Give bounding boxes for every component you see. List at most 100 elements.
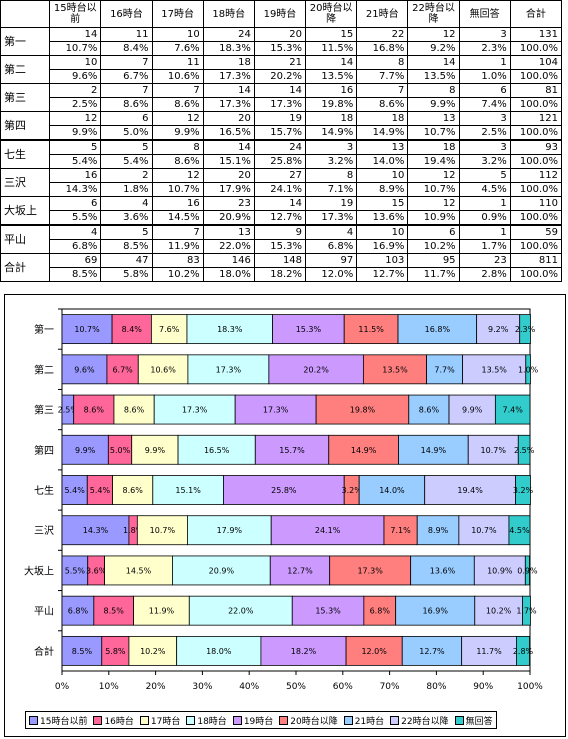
percent-cell: 14.5%	[151, 210, 204, 226]
bar-segment	[426, 354, 464, 385]
percent-cell: 12.0%	[305, 267, 358, 282]
x-tick-label: 50%	[286, 682, 306, 692]
percent-cell: 100.0%	[509, 125, 563, 141]
bar-segment	[516, 635, 530, 666]
column-header: 16時台	[100, 0, 153, 28]
count-cell: 146	[202, 253, 255, 268]
data-label: 10.7%	[471, 526, 497, 535]
data-label: 13.6%	[430, 566, 456, 575]
bar-segment	[136, 515, 188, 546]
percent-cell: 15.1%	[202, 154, 255, 169]
data-label: 10.7%	[481, 446, 507, 455]
data-label: 15.3%	[315, 607, 341, 616]
table-row: 5.4% 5.4% 8.6% 15.1% 25.8% 3.2% 14.0% 19.4% 3.2%…	[1, 154, 563, 169]
category-label: 平山	[34, 606, 54, 618]
bar-segment	[73, 394, 115, 425]
percent-cell: 7.7%	[356, 69, 409, 84]
percent-cell: 11.7%	[407, 267, 460, 282]
count-cell: 8	[305, 168, 358, 183]
data-label: 13.5%	[382, 365, 408, 374]
count-cell: 20	[202, 168, 255, 183]
legend-swatch	[186, 715, 196, 725]
count-cell: 112	[509, 168, 563, 183]
bar-segment	[358, 475, 426, 505]
percent-cell: 14.3%	[49, 182, 102, 197]
data-label: 5.5%	[65, 566, 86, 575]
percent-cell: 2.3%	[458, 41, 511, 56]
data-label: 5.4%	[64, 486, 85, 495]
bar-segment	[363, 595, 397, 626]
count-cell: 131	[509, 27, 563, 42]
percent-cell: 20.2%	[253, 69, 307, 84]
data-label: 16.5%	[204, 446, 230, 455]
table-row: 6.8% 8.5% 11.9% 22.0% 15.3% 6.8% 16.9% 10.2% 1.7…	[1, 239, 563, 254]
x-tick-label: 30%	[192, 682, 212, 692]
data-label: 18.0%	[206, 647, 232, 656]
count-cell: 5	[100, 139, 153, 155]
data-label: 5.0%	[110, 446, 131, 455]
percent-cell: 13.5%	[305, 69, 358, 84]
table-row: 七生 5 5 8 14 24 3 13 18 3 93	[0, 139, 563, 169]
count-cell: 16	[305, 83, 358, 98]
bar-segment	[270, 515, 385, 546]
percent-cell: 10.2%	[151, 267, 204, 282]
count-cell: 20	[253, 27, 307, 42]
data-label: 8.6%	[419, 406, 440, 415]
bar-segment	[508, 515, 531, 546]
percent-cell: 13.5%	[407, 69, 460, 84]
percent-cell: 4.5%	[458, 182, 511, 197]
count-cell: 10	[356, 224, 409, 240]
legend-item: 18時台	[186, 714, 227, 727]
percent-cell: 6.8%	[49, 239, 102, 254]
percent-cell: 100.0%	[509, 182, 563, 197]
count-cell: 13	[407, 111, 460, 126]
percent-cell: 14.9%	[305, 125, 358, 141]
count-cell: 3	[305, 139, 358, 155]
data-label: 15.1%	[175, 486, 201, 495]
category-label: 三沢	[34, 524, 54, 537]
data-label: 4.5%	[509, 526, 530, 535]
table-corner	[0, 0, 51, 28]
legend-swatch	[139, 715, 149, 725]
bar-segment	[343, 314, 399, 345]
count-cell: 10	[356, 168, 409, 183]
data-label: 6.8%	[370, 607, 391, 616]
percent-cell: 8.4%	[100, 41, 153, 56]
bar-segment	[254, 434, 330, 465]
count-cell: 1	[458, 55, 511, 70]
count-cell: 2	[49, 83, 102, 98]
data-label: 14.3%	[83, 526, 109, 535]
data-label: 7.4%	[503, 406, 524, 415]
data-label: 8.4%	[122, 325, 143, 334]
data-label: 17.3%	[216, 365, 242, 374]
percent-cell: 17.3%	[202, 97, 255, 112]
percent-cell: 100.0%	[509, 210, 563, 226]
percent-cell: 9.9%	[151, 125, 204, 141]
category-label: 第四	[34, 444, 54, 457]
column-header: 15時台以前	[49, 0, 102, 28]
bar-segment	[176, 635, 262, 666]
legend-item: 21時台	[343, 714, 384, 727]
count-cell: 15	[305, 27, 358, 42]
table-row: 14.3% 1.8% 10.7% 17.9% 24.1% 7.1% 8.9% 10.7% 4.5…	[1, 182, 563, 197]
data-label: 17.3%	[182, 406, 208, 415]
percent-cell: 100.0%	[509, 41, 563, 56]
percent-cell: 10.2%	[407, 239, 460, 254]
count-cell: 21	[253, 55, 307, 70]
percent-cell: 12.7%	[356, 267, 409, 282]
bar-segment	[61, 354, 108, 385]
percent-cell: 1.0%	[458, 69, 511, 84]
percent-cell: 11.5%	[305, 41, 358, 56]
bar-segment	[494, 394, 531, 425]
percent-cell: 15.3%	[253, 239, 307, 254]
percent-cell: 16.5%	[202, 125, 255, 141]
row-label: 大坂上	[0, 196, 51, 226]
count-cell: 4	[100, 196, 153, 211]
percent-cell: 10.9%	[407, 210, 460, 226]
percent-cell: 7.4%	[458, 97, 511, 112]
count-cell: 19	[253, 111, 307, 126]
data-label: 16.8%	[425, 325, 451, 334]
percent-cell: 3.2%	[458, 154, 511, 169]
count-cell: 59	[509, 224, 563, 240]
bar-segment	[517, 434, 531, 465]
